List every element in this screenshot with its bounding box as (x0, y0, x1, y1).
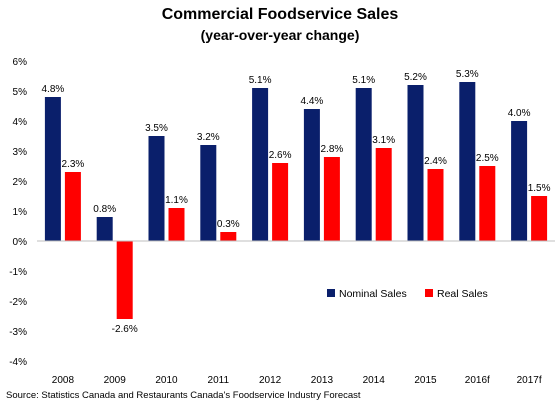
bar-nominal (148, 136, 165, 241)
data-label-nominal: 4.8% (42, 84, 65, 95)
bar-nominal (355, 88, 372, 241)
data-label-nominal: 4.0% (508, 108, 531, 119)
bar-real (220, 232, 237, 241)
bar-nominal (200, 145, 217, 241)
bar-nominal (459, 82, 476, 241)
legend-label: Real Sales (437, 288, 488, 300)
x-tick-label: 2015 (414, 375, 437, 386)
y-tick-label: 3% (13, 147, 28, 158)
data-label-real: 1.1% (165, 195, 188, 206)
data-label-nominal: 0.8% (93, 204, 116, 215)
bar-real (531, 196, 548, 241)
data-label-real: 0.3% (217, 219, 240, 230)
x-tick-label: 2013 (311, 375, 334, 386)
y-tick-label: -4% (9, 357, 27, 368)
chart-subtitle: (year-over-year change) (200, 27, 360, 43)
data-label-real: -2.6% (112, 324, 138, 335)
x-tick-label: 2010 (155, 375, 178, 386)
data-label-nominal: 5.2% (404, 72, 427, 83)
y-tick-label: -3% (9, 327, 27, 338)
bar-real (479, 166, 496, 241)
bar-real (427, 169, 444, 241)
x-tick-label: 2017f (517, 375, 542, 386)
y-tick-label: 6% (13, 57, 28, 68)
bar-real (323, 157, 340, 241)
y-tick-label: -2% (9, 297, 27, 308)
x-tick-label: 2012 (259, 375, 282, 386)
data-label-nominal: 4.4% (301, 96, 324, 107)
x-tick-label: 2016f (465, 375, 490, 386)
data-label-real: 1.5% (528, 183, 551, 194)
data-label-real: 2.5% (476, 153, 499, 164)
data-label-real: 2.8% (321, 144, 344, 155)
legend-swatch (327, 289, 335, 297)
data-label-real: 3.1% (372, 135, 395, 146)
y-tick-label: 2% (13, 177, 28, 188)
data-label-nominal: 5.3% (456, 69, 479, 80)
legend-swatch (425, 289, 433, 297)
y-tick-label: -1% (9, 267, 27, 278)
data-label-real: 2.6% (269, 150, 292, 161)
data-label-real: 2.3% (62, 159, 85, 170)
y-tick-label: 0% (13, 237, 28, 248)
bar-nominal (407, 85, 424, 241)
x-tick-label: 2008 (52, 375, 75, 386)
bar-real (168, 208, 185, 241)
bar-real (375, 148, 392, 241)
source-note: Source: Statistics Canada and Restaurant… (6, 390, 361, 401)
y-tick-label: 4% (13, 117, 28, 128)
bar-nominal (96, 217, 113, 241)
x-tick-label: 2014 (363, 375, 386, 386)
bar-real (64, 172, 81, 241)
bar-nominal (252, 88, 269, 241)
legend-label: Nominal Sales (339, 288, 407, 300)
data-label-nominal: 5.1% (352, 75, 375, 86)
data-label-nominal: 5.1% (249, 75, 272, 86)
x-tick-label: 2009 (104, 375, 127, 386)
data-label-nominal: 3.5% (145, 123, 168, 134)
bar-nominal (44, 97, 61, 241)
bar-nominal (511, 121, 528, 241)
bar-nominal (303, 109, 320, 241)
data-label-nominal: 3.2% (197, 132, 220, 143)
y-tick-label: 5% (13, 87, 28, 98)
chart-title: Commercial Foodservice Sales (161, 6, 399, 23)
y-tick-label: 1% (13, 207, 28, 218)
bar-real (272, 163, 289, 241)
data-label-real: 2.4% (424, 156, 447, 167)
x-tick-label: 2011 (208, 375, 230, 386)
bar-real (116, 241, 133, 319)
